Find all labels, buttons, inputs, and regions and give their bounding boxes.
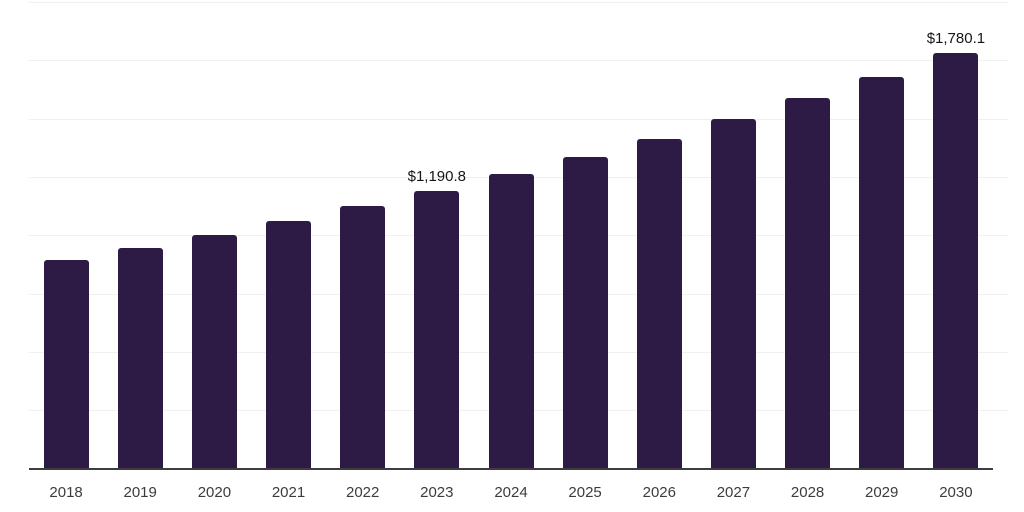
data-label-2030: $1,780.1 [926, 30, 986, 48]
bar-2027[interactable] [710, 119, 756, 469]
gridline [29, 118, 1008, 120]
bar-2018[interactable] [43, 260, 89, 469]
x-tick-label-2025: 2025 [568, 484, 602, 501]
x-axis-line [29, 468, 993, 470]
x-tick-label-2024: 2024 [494, 484, 528, 501]
bar-2019[interactable] [117, 247, 163, 469]
x-tick-label-2019: 2019 [123, 484, 157, 501]
bar-2021[interactable] [266, 220, 311, 469]
bar-2028[interactable] [785, 98, 831, 469]
x-tick-label-2026: 2026 [642, 484, 676, 501]
bar-2022[interactable] [340, 206, 386, 469]
x-tick-label-2022: 2022 [346, 484, 380, 501]
x-tick-label-2030: 2030 [939, 484, 973, 501]
gridline [29, 2, 1008, 3]
x-tick-label-2027: 2027 [716, 484, 751, 501]
x-tick-label-2023: 2023 [420, 484, 454, 501]
bar-2025[interactable] [562, 157, 608, 469]
x-tick-label-2021: 2021 [271, 484, 306, 501]
x-tick-label-2018: 2018 [49, 484, 83, 501]
x-tick-label-2029: 2029 [865, 484, 899, 501]
bar-2026[interactable] [636, 138, 682, 469]
bar-2023[interactable] [414, 190, 460, 469]
data-label-2023: $1,190.8 [407, 167, 466, 185]
bar-2020[interactable] [191, 234, 237, 469]
x-tick-label-2020: 2020 [197, 484, 232, 501]
bar-2030[interactable] [933, 53, 979, 469]
bar-2029[interactable] [859, 76, 905, 469]
bar-2024[interactable] [488, 174, 534, 469]
gridline [29, 60, 1008, 62]
x-tick-label-2028: 2028 [790, 484, 825, 501]
